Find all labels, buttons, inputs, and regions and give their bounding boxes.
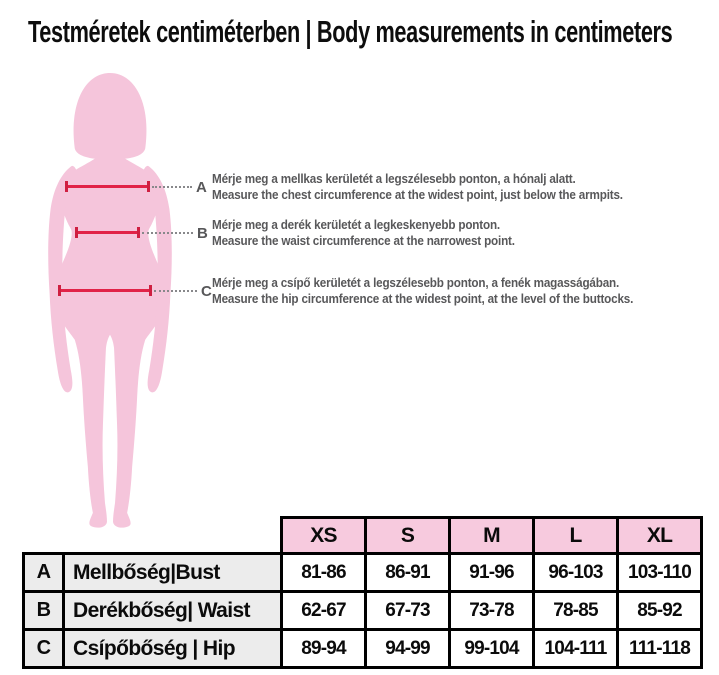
chest-description-hu: Mérje meg a mellkas kerületét a legszéle… — [212, 171, 576, 186]
chest-letter: A — [196, 179, 207, 196]
size-column-xl: XL — [616, 516, 703, 555]
page-title: Testméretek centiméterben | Body measure… — [28, 14, 673, 49]
waist-description-hu: Mérje meg a derék kerületét a legkeskeny… — [212, 217, 500, 232]
waist-letter: B — [197, 225, 208, 242]
row-letter: C — [22, 628, 65, 669]
bust-l: 96-103 — [532, 552, 619, 593]
head-shape — [73, 73, 147, 160]
hip-measure-line — [58, 285, 152, 296]
row-label: Csípőbőség | Hip — [62, 628, 283, 669]
hip-s: 94-99 — [364, 628, 451, 669]
size-column-l: L — [532, 516, 619, 555]
size-column-s: S — [364, 516, 451, 555]
waist-s: 67-73 — [364, 590, 451, 631]
size-table-header-row: XS S M L XL — [24, 516, 703, 555]
left-arm-shape — [48, 165, 77, 393]
waist-description-en: Measure the waist circumference at the n… — [212, 232, 515, 248]
waist-l: 78-85 — [532, 590, 619, 631]
waist-xs: 62-67 — [280, 590, 367, 631]
torso-legs-shape — [53, 155, 167, 528]
hip-description-en: Measure the hip circumference at the wid… — [212, 290, 634, 306]
right-arm-shape — [143, 165, 172, 393]
row-label: Derékbőség| Waist — [62, 590, 283, 631]
hip-m: 99-104 — [448, 628, 535, 669]
row-label: Mellbőség|Bust — [62, 552, 283, 593]
waist-xl: 85-92 — [616, 590, 703, 631]
neck-shape — [95, 126, 125, 162]
hip-l: 104-111 — [532, 628, 619, 669]
chest-description-en: Measure the chest circumference at the w… — [212, 186, 623, 202]
bust-xs: 81-86 — [280, 552, 367, 593]
size-table: XS S M L XL A Mellbőség|Bust 81-86 86-91… — [22, 516, 703, 669]
bust-xl: 103-110 — [616, 552, 703, 593]
bust-m: 91-96 — [448, 552, 535, 593]
row-letter: B — [22, 590, 65, 631]
size-column-xs: XS — [280, 516, 367, 555]
table-row-bust: A Mellbőség|Bust 81-86 86-91 91-96 96-10… — [22, 552, 703, 593]
waist-m: 73-78 — [448, 590, 535, 631]
hip-description: Mérje meg a csípő kerületét a legszélese… — [212, 275, 680, 306]
waist-measure-line — [75, 227, 140, 238]
chest-description: Mérje meg a mellkas kerületét a legszéle… — [212, 171, 669, 202]
hip-dotted-connector — [154, 290, 197, 292]
table-row-hip: C Csípőbőség | Hip 89-94 94-99 99-104 10… — [22, 628, 703, 669]
waist-description: Mérje meg a derék kerületét a legkeskeny… — [212, 217, 549, 248]
size-column-m: M — [448, 516, 535, 555]
hip-description-hu: Mérje meg a csípő kerületét a legszélese… — [212, 275, 620, 290]
hip-xs: 89-94 — [280, 628, 367, 669]
female-body-silhouette — [48, 73, 172, 528]
hip-letter: C — [201, 283, 212, 300]
size-table-corner — [24, 518, 282, 554]
table-row-waist: B Derékbőség| Waist 62-67 67-73 73-78 78… — [22, 590, 703, 631]
bust-s: 86-91 — [364, 552, 451, 593]
hip-xl: 111-118 — [616, 628, 703, 669]
row-letter: A — [22, 552, 65, 593]
chest-measure-line — [65, 181, 150, 192]
waist-dotted-connector — [142, 232, 193, 234]
chest-dotted-connector — [152, 186, 192, 188]
